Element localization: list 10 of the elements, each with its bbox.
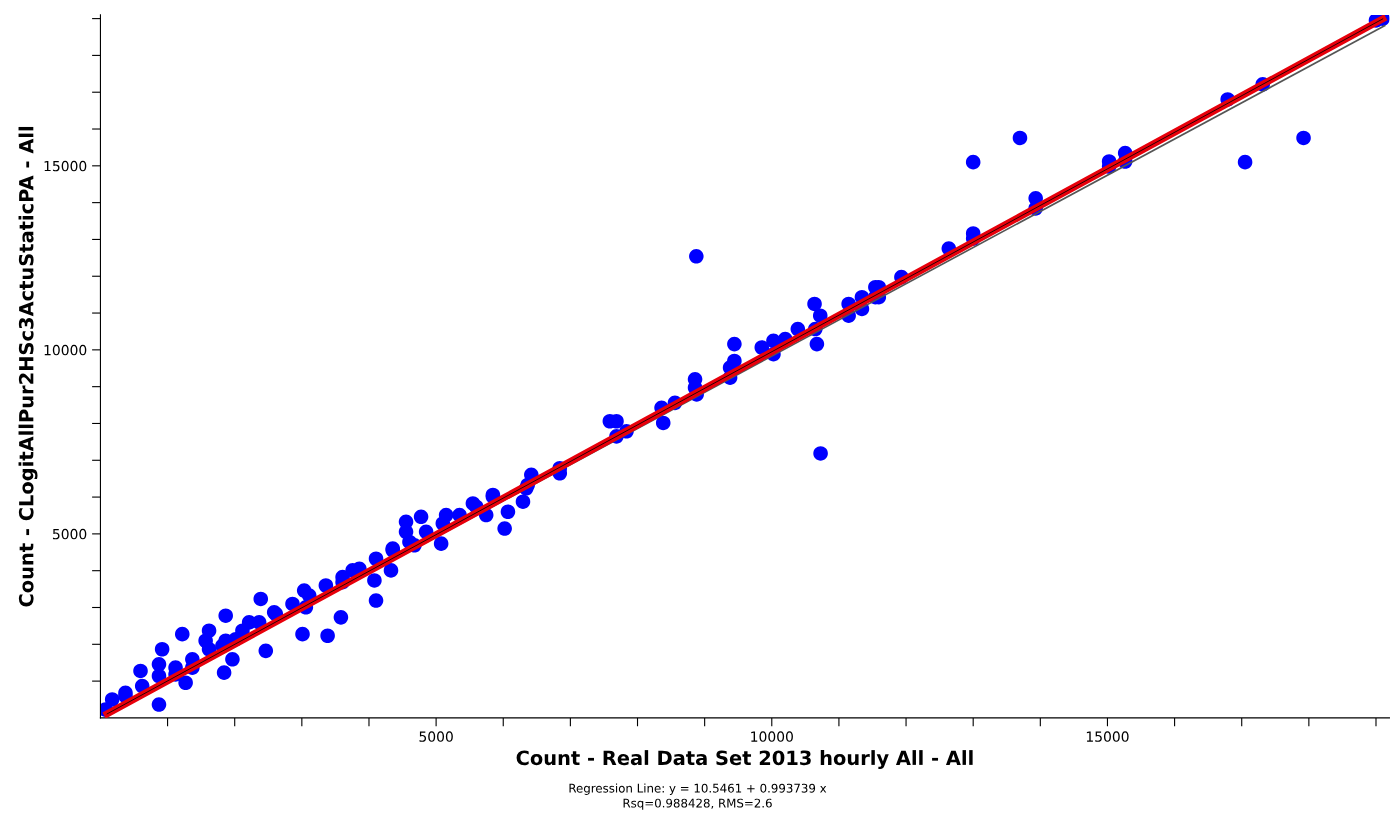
x-tick-label: 15000 <box>1086 731 1129 742</box>
x-axis-title: Count - Real Data Set 2013 hourly All - All <box>516 750 973 770</box>
y-tick-label: 5000 <box>52 528 87 540</box>
text: Rsq=0.988428, RMS=2.6 <box>623 798 772 810</box>
y-tick-label: 15000 <box>44 160 87 172</box>
y-axis-title: Count - CLogitAllPur2HSc3ActuStaticPA - All <box>18 126 38 607</box>
x-tick-label: 10000 <box>751 731 793 742</box>
x-tick-label: 5000 <box>419 731 453 742</box>
text: Regression Line: y = 10.5461 + 0.993739 x <box>569 783 827 795</box>
y-tick-label: 10000 <box>44 344 87 356</box>
